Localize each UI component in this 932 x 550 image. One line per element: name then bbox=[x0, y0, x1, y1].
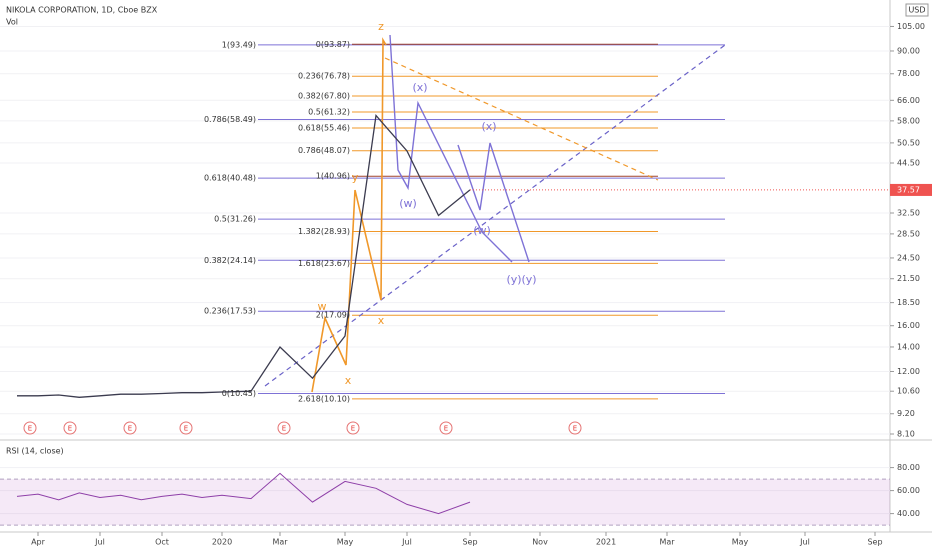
y-tick-label: 24.50 bbox=[897, 253, 920, 262]
y-tick-label: 90.00 bbox=[897, 46, 920, 55]
fib-label: 0.786(58.49) bbox=[204, 115, 256, 124]
earnings-label: E bbox=[351, 425, 355, 433]
series-line bbox=[17, 114, 471, 398]
wave-label: (y) bbox=[506, 273, 521, 286]
fib-label: 1.382(28.93) bbox=[298, 227, 350, 236]
earnings-marker bbox=[568, 421, 582, 435]
earnings-marker bbox=[179, 421, 193, 435]
earnings-label: E bbox=[573, 425, 577, 433]
x-tick-label: Mar bbox=[272, 538, 288, 547]
wave-path bbox=[389, 34, 513, 263]
y-tick-label: 16.00 bbox=[897, 321, 920, 330]
earnings-label: E bbox=[282, 425, 286, 433]
y-tick-label: 10.60 bbox=[897, 387, 920, 396]
x-tick-label: Sep bbox=[462, 538, 477, 547]
fib-label: 1(40.96) bbox=[316, 172, 350, 181]
fib-label: 0.618(55.46) bbox=[298, 123, 350, 132]
currency-box bbox=[905, 3, 929, 17]
earnings-marker bbox=[123, 421, 137, 435]
earnings-label: E bbox=[28, 425, 32, 433]
y-tick-label: 21.50 bbox=[897, 274, 920, 283]
fib-label: 0.786(48.07) bbox=[298, 146, 350, 155]
earnings-marker bbox=[277, 421, 291, 435]
y-tick-label: 32.50 bbox=[897, 208, 920, 217]
rsi-band bbox=[0, 479, 890, 526]
fib-label: 2(17.09) bbox=[316, 311, 350, 320]
y-tick-label: 12.00 bbox=[897, 367, 920, 376]
fib-label: 0.382(24.14) bbox=[204, 256, 256, 265]
volume-label: Vol bbox=[6, 18, 18, 27]
x-tick-label: Mar bbox=[659, 538, 675, 547]
y-tick-label: 58.00 bbox=[897, 116, 920, 125]
earnings-label: E bbox=[184, 425, 188, 433]
rsi-title: RSI (14, close) bbox=[6, 447, 64, 456]
earnings-marker bbox=[23, 421, 37, 435]
fib-label: 0.5(61.32) bbox=[308, 108, 350, 117]
wave-label: z bbox=[378, 20, 384, 33]
x-tick-label: Jul bbox=[401, 538, 412, 547]
x-tick-label: May bbox=[732, 538, 749, 547]
fib-label: 0.618(40.48) bbox=[204, 174, 256, 183]
x-tick-label: Jul bbox=[94, 538, 105, 547]
y-tick-label: 50.50 bbox=[897, 138, 920, 147]
y-tick-label: 105.00 bbox=[897, 22, 925, 31]
y-tick-label: 8.10 bbox=[897, 429, 915, 438]
y-tick-label: 14.00 bbox=[897, 342, 920, 351]
trend-line bbox=[264, 44, 726, 387]
x-tick-label: Apr bbox=[31, 538, 46, 547]
y-tick-label: 40.00 bbox=[897, 509, 920, 518]
earnings-label: E bbox=[128, 425, 132, 433]
wave-label: y bbox=[352, 171, 359, 184]
fib-label: 0.236(76.78) bbox=[298, 72, 350, 81]
earnings-label: E bbox=[68, 425, 72, 433]
wave-label: w bbox=[318, 300, 327, 313]
x-tick-label: May bbox=[337, 538, 354, 547]
currency: USD bbox=[908, 6, 925, 15]
fib-label: 0.236(17.53) bbox=[204, 307, 256, 316]
earnings-label: E bbox=[444, 425, 448, 433]
fib-label: 1.618(23.67) bbox=[298, 259, 350, 268]
y-tick-label: 18.50 bbox=[897, 298, 920, 307]
fib-label: 0.5(31.26) bbox=[214, 215, 256, 224]
x-tick-label: 2021 bbox=[596, 538, 616, 547]
wave-path bbox=[311, 37, 387, 393]
fib-label: 2.618(10.10) bbox=[298, 394, 350, 403]
earnings-marker bbox=[63, 421, 77, 435]
y-tick-label: 44.50 bbox=[897, 159, 920, 168]
wave-label: x bbox=[378, 314, 385, 327]
fib-label: 0(10.45) bbox=[222, 389, 256, 398]
x-tick-label: Nov bbox=[532, 538, 548, 547]
earnings-marker bbox=[439, 421, 453, 435]
y-tick-label: 9.20 bbox=[897, 409, 915, 418]
fib-label: 0.382(67.80) bbox=[298, 92, 350, 101]
wave-label: (y) bbox=[521, 273, 536, 286]
x-tick-label: Oct bbox=[155, 538, 169, 547]
y-tick-label: 80.00 bbox=[897, 463, 920, 472]
series-line bbox=[16, 472, 471, 515]
fib-label: 1(93.49) bbox=[222, 40, 256, 49]
price-tag-label: 37.57 bbox=[897, 185, 920, 194]
wave-path bbox=[457, 142, 530, 263]
trend-line bbox=[384, 57, 659, 181]
fib-label: 0(93.87) bbox=[316, 40, 350, 49]
y-tick-label: 28.50 bbox=[897, 229, 920, 238]
wave-label: x bbox=[345, 374, 352, 387]
y-tick-label: 60.00 bbox=[897, 486, 920, 495]
wave-label: (x) bbox=[481, 120, 496, 133]
y-tick-label: 66.00 bbox=[897, 96, 920, 105]
price-tag bbox=[890, 183, 932, 196]
wave-label: (w) bbox=[473, 224, 491, 237]
x-tick-label: Sep bbox=[867, 538, 882, 547]
wave-label: (x) bbox=[412, 81, 427, 94]
y-tick-label: 78.00 bbox=[897, 69, 920, 78]
wave-label: (w) bbox=[399, 197, 417, 210]
x-tick-label: 2020 bbox=[212, 538, 232, 547]
chart-title: NIKOLA CORPORATION, 1D, Cboe BZX bbox=[6, 6, 158, 15]
x-tick-label: Jul bbox=[799, 538, 810, 547]
earnings-marker bbox=[346, 421, 360, 435]
